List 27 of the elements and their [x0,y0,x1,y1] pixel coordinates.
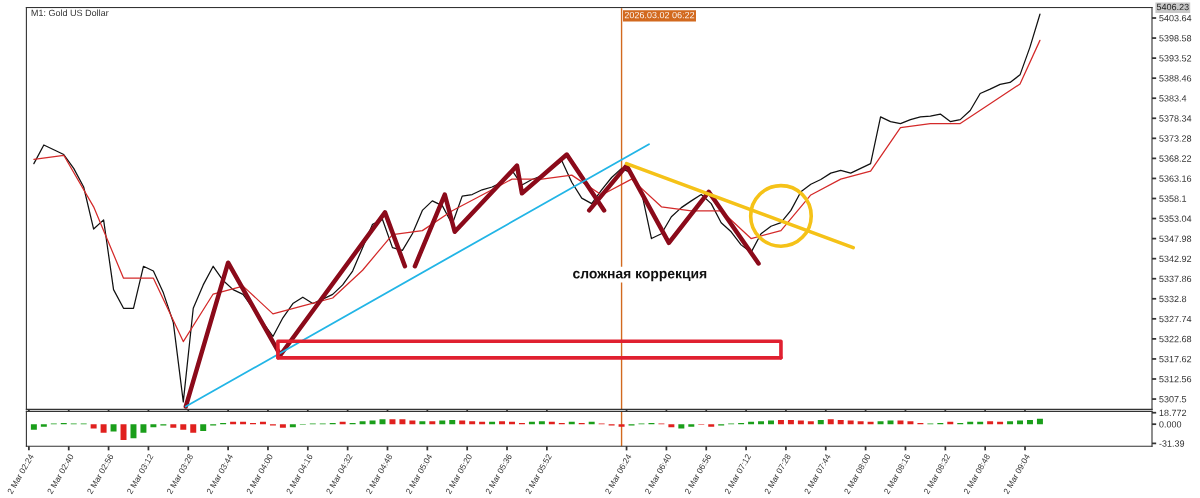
y-tick-label: 5347.98 [1159,235,1192,242]
y-tick-label: 5312.56 [1159,375,1192,383]
y-tick-label: 0.000 [1159,421,1182,428]
y-tick-label: 5393.52 [1159,55,1192,62]
y-tick-label: 5337.86 [1159,275,1192,283]
y-tick-label: 5403.64 [1159,14,1192,22]
y-tick-label: 5378.34 [1159,115,1192,122]
y-tick-label: 5358.1 [1159,195,1187,202]
y-tick-label: 5363.16 [1159,175,1192,182]
y-tick-label: 5342.92 [1159,255,1192,263]
y-tick-label: 5373.28 [1159,135,1192,142]
y-tick-label: 5307.5 [1159,396,1187,403]
y-tick-label: 5327.74 [1159,315,1192,323]
y-tick-label: 5398.58 [1159,35,1192,42]
y-tick-label: 5383.4 [1159,95,1187,102]
ref-line-label: 5406.23 [1156,3,1189,11]
y-tick-label: 5388.46 [1159,75,1192,82]
ref-line-label: 2026.03.02 06:22 [624,11,695,19]
chart-title: M1: Gold US Dollar [31,9,109,17]
y-tick-label: -31.39 [1159,440,1185,447]
annotation: сложная коррекция [573,270,707,282]
y-tick-label: 5353.04 [1159,215,1192,222]
y-tick-label: 5332.8 [1159,295,1187,303]
y-tick-label: 18.772 [1159,409,1187,417]
y-tick-label: 5322.68 [1159,335,1192,343]
y-tick-label: 5368.22 [1159,155,1192,162]
y-tick-label: 5317.62 [1159,355,1192,363]
